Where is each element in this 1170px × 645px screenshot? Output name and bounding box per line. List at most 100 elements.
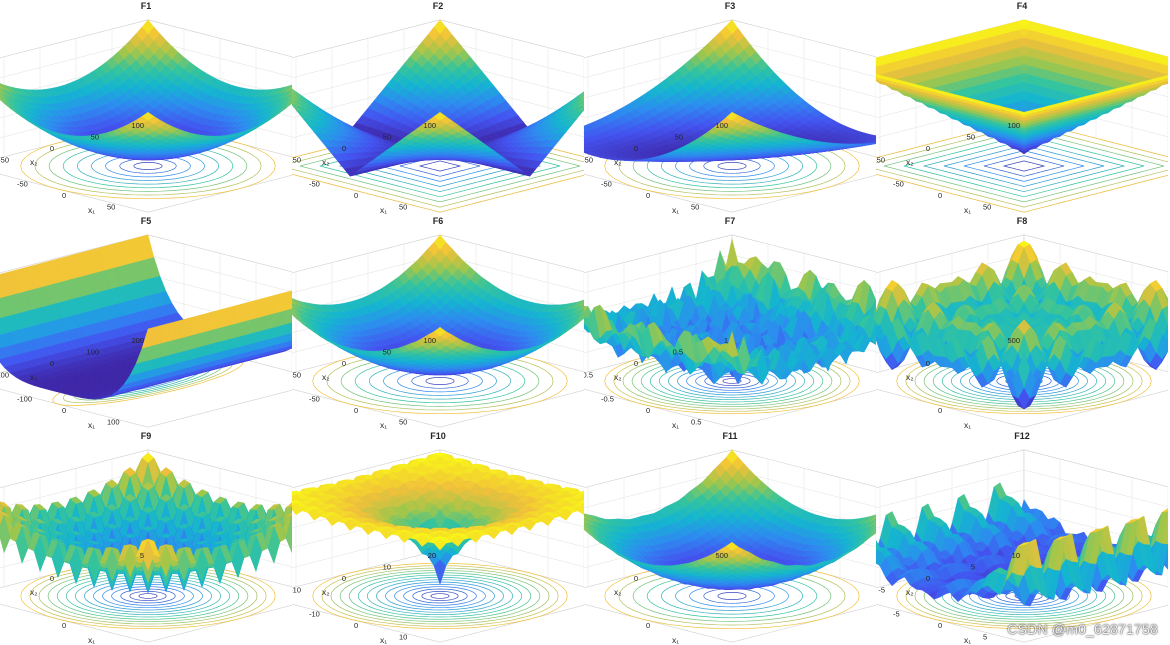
x-tick-label: 50: [107, 203, 115, 212]
axis-text: F100.511.52×10⁴F1( x₁ , x₂ )-100-5005010…: [0, 1, 165, 215]
x-tick-label: -5: [893, 610, 900, 619]
axis-text: F70.511.522.533.5F7( x₁ , x₂ )-1-0.500.5…: [584, 216, 740, 430]
y-tick-label: 0: [634, 144, 638, 153]
x-tick-label: 50: [983, 203, 991, 212]
chart-title: F3: [725, 1, 736, 11]
y-tick-label: -50: [584, 155, 593, 164]
y-tick-label: 10: [1012, 551, 1020, 560]
x-tick-label: -0.5: [601, 395, 614, 404]
chart-title: F4: [1017, 1, 1028, 11]
x-tick-label: 0: [62, 191, 66, 200]
surface-panel-f12: F1220406080100120140F12( x₁ , x₂ )-10-50…: [876, 430, 1168, 645]
x-tick-label: -50: [309, 180, 320, 189]
surface-mesh: [0, 234, 292, 400]
y-tick-label: 1: [724, 336, 728, 345]
axis-text: F4020406080100F4( x₁ , x₂ )-100-50050100…: [876, 1, 1041, 215]
y-tick-label: -5: [878, 585, 885, 594]
x-tick-label: 50: [691, 203, 699, 212]
axis-text: F20200040006000800010000F2( x₁ , x₂ )-10…: [292, 1, 457, 215]
y-axis-label: x₂: [906, 587, 914, 597]
x-tick-label: 0: [354, 406, 358, 415]
chart-title: F1: [141, 1, 152, 11]
surface-plot-f11: F11020406080100120F11( x₁ , x₂ )-5000500…: [584, 431, 876, 645]
surface-plot-f2: F20200040006000800010000F2( x₁ , x₂ )-10…: [292, 1, 584, 215]
y-axis-label: x₂: [906, 157, 914, 167]
x-axis-label: x₁: [672, 205, 679, 215]
x-tick-label: 100: [107, 418, 120, 427]
y-tick-label: 0: [50, 574, 54, 583]
y-tick-label: 0: [634, 359, 638, 368]
x-tick-label: 0: [938, 406, 942, 415]
y-axis-label: x₂: [30, 372, 38, 382]
chart-title: F11: [722, 431, 737, 441]
y-tick-label: -100: [0, 370, 9, 379]
x-tick-label: 100: [736, 214, 749, 215]
surface-panel-f10: F1005101520F10( x₁ , x₂ )-20-1001020-20-…: [292, 430, 584, 645]
surface-plot-f3: F3012345×10⁴F3( x₁ , x₂ )-100-50050100-1…: [584, 1, 876, 215]
y-tick-label: 100: [423, 336, 436, 345]
surface-panel-f8: F8-5000500F8( x₁ , x₂ )-5000500-5000500x…: [876, 215, 1168, 430]
x-tick-label: 100: [444, 429, 457, 430]
floor-contours: [312, 562, 568, 630]
y-tick-label: 100: [423, 121, 436, 130]
y-tick-label: 0: [926, 359, 930, 368]
surface-mesh: [292, 234, 584, 376]
surface-mesh: [0, 19, 292, 161]
surface-mesh: [292, 452, 584, 585]
x-axis-label: x₁: [88, 205, 95, 215]
x-tick-label: 0: [938, 191, 942, 200]
y-tick-label: 50: [675, 132, 683, 141]
x-axis-label: x₁: [964, 635, 971, 645]
chart-title: F6: [433, 216, 444, 226]
y-tick-label: 100: [1007, 121, 1020, 130]
y-axis-label: x₂: [614, 587, 622, 597]
x-tick-label: 0: [354, 621, 358, 630]
x-axis-label: x₁: [964, 205, 971, 215]
chart-title: F12: [1014, 431, 1030, 441]
y-tick-label: 20: [428, 551, 436, 560]
chart-title: F5: [141, 216, 152, 226]
y-axis-label: x₂: [30, 587, 38, 597]
x-axis-label: x₁: [380, 205, 387, 215]
y-tick-label: -50: [292, 155, 301, 164]
x-tick-label: 0: [354, 191, 358, 200]
x-tick-label: 1: [736, 429, 740, 430]
surface-mesh: [876, 240, 1168, 410]
y-tick-label: 500: [715, 551, 728, 560]
x-tick-label: 200: [152, 429, 165, 430]
surface-mesh: [292, 19, 584, 177]
x-tick-label: 100: [1028, 214, 1041, 215]
surface-mesh: [876, 19, 1168, 155]
y-tick-label: 0: [926, 574, 930, 583]
surface-plot-f7: F70.511.522.533.5F7( x₁ , x₂ )-1-0.500.5…: [584, 216, 876, 430]
x-tick-label: 50: [399, 418, 407, 427]
surface-panel-f5: F502468101214×10¹⁰F5( x₁ , x₂ )-200-1000…: [0, 215, 292, 430]
chart-title: F9: [141, 431, 152, 441]
x-tick-label: 0: [62, 621, 66, 630]
surface-mesh: [876, 482, 1168, 607]
surface-panel-f4: F4020406080100F4( x₁ , x₂ )-100-50050100…: [876, 0, 1168, 215]
x-tick-label: 50: [399, 203, 407, 212]
surface-plot-f8: F8-5000500F8( x₁ , x₂ )-5000500-5000500x…: [876, 216, 1168, 430]
floor-contours: [876, 119, 1168, 213]
x-tick-label: 0: [62, 406, 66, 415]
surface-panel-f11: F11020406080100120F11( x₁ , x₂ )-5000500…: [584, 430, 876, 645]
y-tick-label: -0.5: [584, 370, 593, 379]
x-tick-label: 500: [1028, 429, 1041, 430]
y-axis-label: x₂: [322, 587, 330, 597]
y-axis-label: x₂: [614, 372, 622, 382]
axis-text: F60.511.52×10⁴F6( x₁ , x₂ )-100-50050100…: [292, 216, 457, 430]
y-tick-label: 50: [967, 132, 975, 141]
axis-text: F3012345×10⁴F3( x₁ , x₂ )-100-50050100-1…: [584, 1, 749, 215]
y-axis-label: x₂: [906, 372, 914, 382]
y-tick-label: 0: [634, 574, 638, 583]
x-axis-label: x₁: [380, 420, 387, 430]
x-axis-label: x₁: [672, 420, 679, 430]
y-axis-label: x₂: [322, 372, 330, 382]
axis-text: F502468101214×10¹⁰F5( x₁ , x₂ )-200-1000…: [0, 216, 165, 430]
surface-panel-f7: F70.511.522.533.5F7( x₁ , x₂ )-1-0.500.5…: [584, 215, 876, 430]
x-axis-label: x₁: [380, 635, 387, 645]
y-tick-label: 0: [926, 144, 930, 153]
x-tick-label: 10: [399, 633, 407, 642]
surface-plot-f4: F4020406080100F4( x₁ , x₂ )-100-50050100…: [876, 1, 1168, 215]
